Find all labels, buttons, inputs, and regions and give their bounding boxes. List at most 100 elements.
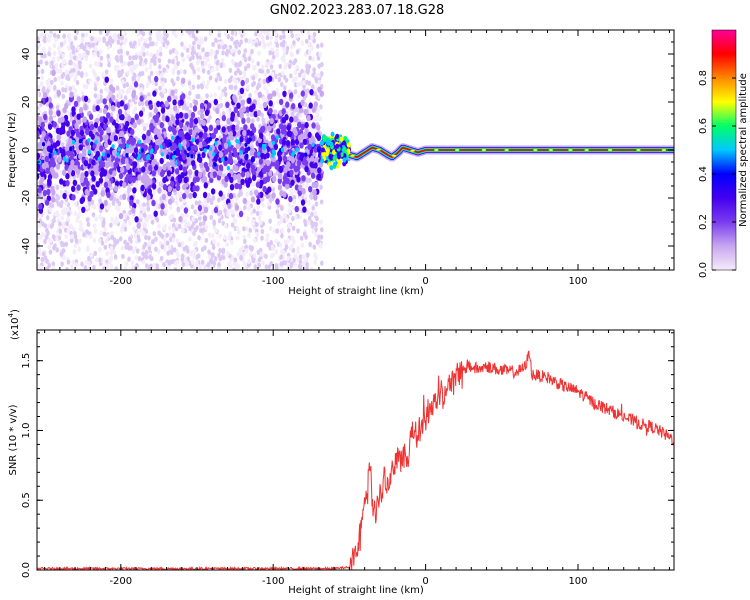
noise-point bbox=[151, 41, 155, 47]
noise-band-point bbox=[65, 172, 70, 180]
noise-band-point bbox=[193, 118, 199, 125]
noise-point bbox=[146, 80, 151, 86]
noise-band-point bbox=[104, 162, 110, 169]
noise-band-point bbox=[159, 209, 165, 216]
noise-point bbox=[184, 261, 189, 267]
noise-point bbox=[98, 30, 103, 35]
noise-band-point bbox=[313, 194, 318, 201]
noise-point bbox=[142, 126, 147, 132]
noise-point bbox=[298, 72, 302, 78]
noise-band-point bbox=[210, 188, 216, 195]
noise-band-point bbox=[117, 108, 123, 116]
noise-point bbox=[211, 244, 216, 251]
noise-point bbox=[192, 253, 197, 260]
noise-band-point bbox=[95, 105, 100, 112]
noise-band-point bbox=[188, 192, 193, 200]
noise-band-point bbox=[227, 202, 232, 210]
noise-point bbox=[121, 88, 125, 94]
noise-band-point bbox=[204, 109, 210, 117]
noise-point bbox=[238, 30, 243, 35]
noise-band-point bbox=[300, 199, 306, 206]
noise-point bbox=[214, 77, 219, 83]
noise-point bbox=[127, 87, 131, 94]
noise-point bbox=[191, 84, 196, 90]
noise-peak-point bbox=[140, 148, 144, 153]
noise-band-point bbox=[235, 142, 240, 150]
noise-point bbox=[62, 33, 66, 39]
noise-point bbox=[185, 47, 190, 53]
noise-band-point bbox=[190, 111, 196, 119]
noise-point bbox=[99, 62, 103, 68]
noise-point bbox=[66, 189, 70, 196]
noise-point bbox=[105, 263, 109, 269]
noise-point bbox=[195, 60, 200, 66]
noise-point bbox=[162, 261, 166, 268]
noise-point bbox=[104, 177, 109, 183]
noise-point bbox=[45, 266, 49, 270]
noise-point bbox=[268, 40, 273, 46]
noise-band-point bbox=[132, 187, 137, 194]
noise-band-point bbox=[141, 166, 146, 173]
noise-band-point bbox=[167, 185, 172, 193]
noise-point bbox=[135, 63, 139, 69]
noise-point bbox=[198, 221, 203, 227]
noise-point bbox=[305, 88, 310, 94]
noise-band-point bbox=[234, 182, 239, 190]
noise-point bbox=[217, 262, 221, 268]
noise-point bbox=[296, 32, 300, 39]
noise-point bbox=[294, 214, 298, 220]
noise-band-point bbox=[268, 141, 273, 148]
noise-point bbox=[197, 44, 201, 50]
noise-point bbox=[275, 88, 279, 94]
noise-point bbox=[150, 57, 154, 63]
noise-band-point bbox=[298, 184, 303, 191]
noise-point bbox=[53, 211, 57, 217]
noise-point bbox=[174, 49, 179, 55]
noise-point bbox=[312, 244, 317, 250]
noise-point bbox=[236, 263, 240, 269]
noise-point bbox=[233, 257, 238, 263]
noise-band-point bbox=[218, 151, 224, 158]
noise-point bbox=[141, 61, 146, 67]
noise-point bbox=[152, 262, 156, 268]
noise-point bbox=[291, 247, 296, 253]
noise-point bbox=[144, 234, 148, 240]
noise-point bbox=[278, 242, 283, 248]
noise-band-point bbox=[265, 175, 271, 183]
noise-point bbox=[43, 255, 48, 261]
noise-band-point bbox=[233, 96, 238, 103]
noise-point bbox=[257, 262, 262, 268]
noise-band-point bbox=[308, 102, 313, 109]
noise-band-point bbox=[268, 100, 273, 107]
noise-band-point bbox=[125, 163, 131, 170]
noise-band-point bbox=[111, 86, 116, 94]
noise-point bbox=[204, 225, 209, 231]
noise-point bbox=[56, 212, 61, 218]
noise-point bbox=[212, 238, 216, 245]
noise-point bbox=[314, 76, 318, 82]
noise-band-point bbox=[161, 168, 166, 176]
noise-point bbox=[314, 201, 319, 207]
noise-band-point bbox=[99, 145, 104, 152]
noise-peak-point bbox=[227, 139, 231, 144]
noise-band-point bbox=[201, 119, 206, 127]
noise-point bbox=[123, 239, 127, 245]
noise-point bbox=[73, 201, 78, 207]
noise-band-point bbox=[42, 189, 48, 197]
noise-point bbox=[148, 36, 152, 42]
noise-point bbox=[260, 34, 265, 40]
noise-point bbox=[198, 215, 202, 221]
noise-point bbox=[302, 80, 306, 86]
noise-point bbox=[139, 227, 144, 233]
noise-point bbox=[228, 77, 233, 83]
noise-band-point bbox=[75, 168, 81, 175]
noise-band-point bbox=[207, 102, 212, 109]
noise-point bbox=[113, 192, 118, 198]
noise-point bbox=[50, 79, 54, 85]
noise-band-point bbox=[225, 101, 230, 109]
noise-band-point bbox=[267, 75, 273, 82]
noise-band-point bbox=[297, 134, 303, 142]
noise-point bbox=[105, 41, 109, 47]
noise-band-point bbox=[282, 124, 287, 132]
noise-point bbox=[62, 254, 66, 260]
